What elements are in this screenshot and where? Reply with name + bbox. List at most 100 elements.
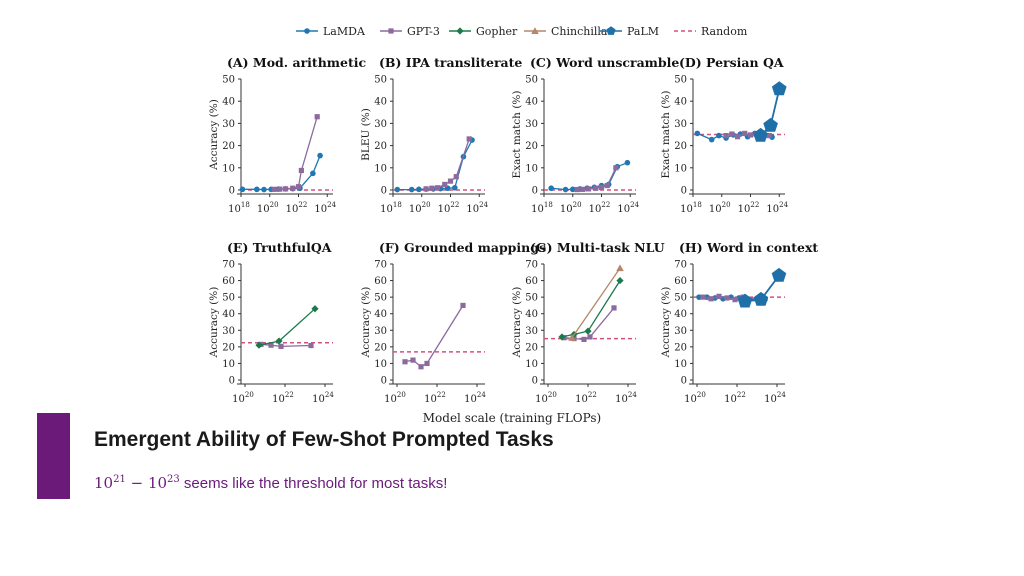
x-tick-label: 1022	[424, 391, 446, 405]
x-tick-label: 1020	[384, 391, 406, 405]
series-palm	[753, 81, 787, 142]
panel-title: (E) TruthfulQA	[227, 240, 332, 255]
x-tick-label: 1020	[535, 391, 557, 405]
accent-bar	[37, 413, 70, 499]
y-tick-label: 40	[374, 97, 387, 108]
data-point	[268, 342, 274, 348]
data-point	[611, 305, 617, 311]
legend-marker	[456, 27, 464, 35]
y-tick-label: 40	[525, 309, 538, 320]
data-point	[716, 293, 722, 299]
x-tick-label: 1018	[228, 201, 250, 215]
data-point	[723, 133, 729, 139]
y-tick-label: 40	[674, 309, 687, 320]
series-line	[258, 308, 316, 346]
series-line	[274, 116, 318, 190]
y-tick-label: 40	[674, 97, 687, 108]
data-point	[737, 293, 753, 308]
data-point	[290, 185, 296, 191]
x-tick-label: 1024	[766, 201, 788, 215]
legend-entry-chinchilla: Chinchilla	[524, 25, 608, 38]
x-tick-label: 1024	[464, 391, 486, 405]
data-point	[593, 185, 599, 191]
y-tick-label: 50	[222, 75, 235, 86]
legend-label: GPT-3	[407, 25, 440, 38]
data-point	[580, 186, 586, 192]
y-tick-label: 30	[525, 326, 538, 337]
data-point	[587, 334, 593, 340]
x-tick-label: 1024	[312, 391, 334, 405]
data-point	[708, 296, 714, 302]
data-point	[460, 302, 466, 309]
data-point	[275, 337, 283, 345]
data-point	[724, 295, 730, 301]
y-tick-label: 50	[374, 293, 387, 304]
legend-marker	[531, 27, 539, 35]
series-gpt-3	[561, 305, 617, 342]
x-tick-label: 1020	[560, 201, 582, 215]
y-axis-label: Exact match (%)	[511, 91, 523, 179]
data-point	[410, 357, 416, 363]
series-lamda	[394, 137, 475, 193]
data-point	[562, 186, 569, 193]
y-axis-label: Exact match (%)	[660, 91, 672, 179]
y-tick-label: 30	[674, 326, 687, 337]
y-tick-label: 50	[374, 75, 387, 86]
legend-entry-lamda: LaMDA	[296, 25, 366, 38]
data-point	[452, 184, 458, 191]
legend-entry-gopher: Gopher	[449, 25, 518, 38]
x-tick-label: 1022	[589, 201, 611, 215]
y-tick-label: 50	[674, 293, 687, 304]
y-axis-label: Accuracy (%)	[208, 99, 220, 171]
y-tick-label: 20	[674, 141, 687, 152]
y-tick-label: 0	[229, 376, 235, 387]
y-tick-label: 10	[674, 163, 687, 174]
y-tick-label: 70	[525, 260, 538, 271]
data-point	[394, 186, 401, 193]
data-point	[423, 186, 429, 192]
x-tick-label: 1022	[575, 391, 597, 405]
data-point	[616, 264, 624, 272]
y-tick-label: 10	[374, 163, 387, 174]
x-tick-label: 1020	[257, 201, 279, 215]
data-point	[753, 291, 769, 306]
legend-label: LaMDA	[323, 25, 366, 38]
legend-label: Chinchilla	[551, 25, 608, 38]
legend-label: Gopher	[476, 25, 518, 38]
data-point	[604, 182, 610, 189]
series-gpt-3	[402, 302, 466, 370]
data-point	[429, 185, 435, 191]
data-point	[466, 136, 472, 142]
x-tick-label: 1020	[409, 201, 431, 215]
data-point	[442, 181, 448, 188]
data-point	[295, 184, 302, 190]
series-line	[260, 343, 312, 348]
y-tick-label: 60	[674, 276, 687, 287]
data-point	[548, 185, 554, 192]
y-axis-label: Accuracy (%)	[511, 287, 523, 359]
data-point	[569, 186, 576, 193]
series-line	[426, 138, 470, 190]
series-gpt-3	[423, 136, 472, 192]
y-tick-label: 0	[681, 376, 687, 387]
data-point	[574, 186, 580, 193]
data-point	[616, 276, 624, 285]
data-point	[278, 343, 284, 349]
x-tick-label: 1020	[709, 201, 731, 215]
y-tick-label: 30	[374, 326, 387, 337]
panel-title: (B) IPA transliterate	[379, 55, 522, 70]
y-tick-label: 70	[674, 260, 687, 271]
panel-title: (D) Persian QA	[679, 55, 784, 70]
y-tick-label: 20	[525, 141, 538, 152]
x-tick-label: 1020	[684, 391, 706, 405]
y-tick-label: 0	[381, 376, 387, 387]
data-point	[585, 186, 592, 192]
y-tick-label: 0	[532, 186, 538, 197]
slide-subtitle: 1021 − 1023 seems like the threshold for…	[94, 474, 447, 492]
